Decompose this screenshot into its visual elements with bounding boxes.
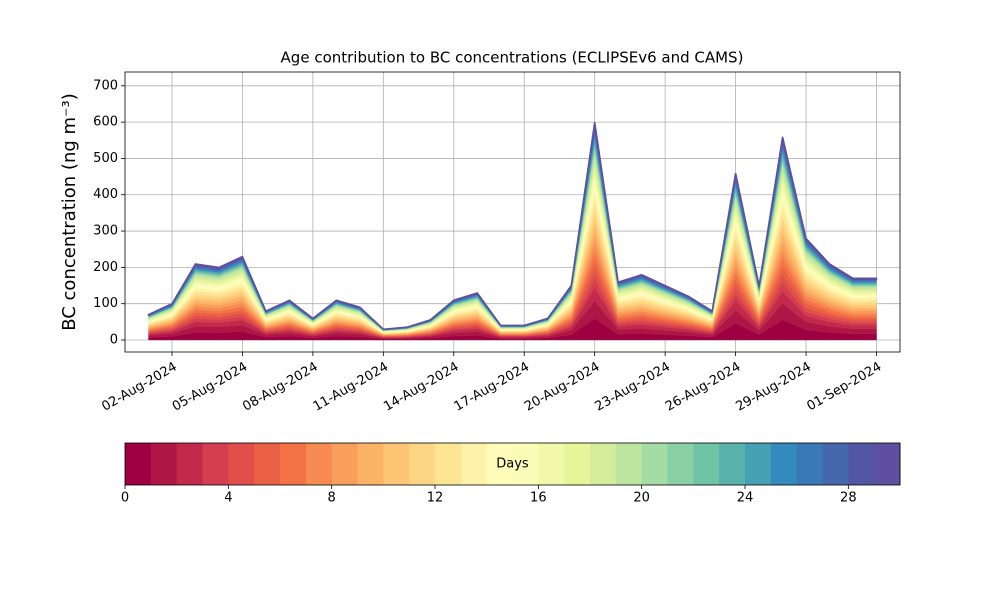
x-tick-label: 11-Aug-2024	[311, 360, 391, 415]
y-tick-label: 700	[93, 78, 118, 93]
x-tick-label: 02-Aug-2024	[99, 360, 179, 415]
x-tick-label: 08-Aug-2024	[240, 360, 320, 415]
y-tick-label: 400	[93, 187, 118, 202]
y-axis-label: BC concentration (ng m⁻³)	[59, 93, 80, 331]
colorbar-tick-label: 4	[224, 491, 232, 506]
colorbar-label: Days	[496, 457, 529, 472]
plot-frame	[124, 71, 901, 353]
colorbar-tick-label: 8	[328, 491, 336, 506]
y-tick-label: 600	[93, 115, 118, 130]
colorbar-swatch	[460, 443, 488, 485]
colorbar-swatch	[512, 443, 539, 485]
colorbar-tick-label: 12	[427, 491, 444, 506]
colorbar-swatch	[357, 443, 384, 485]
colorbar-frame	[124, 442, 901, 486]
colorbar-swatch	[150, 443, 178, 485]
colorbar-swatch	[486, 443, 513, 485]
colorbar-swatch	[228, 443, 255, 485]
colorbar-swatch	[848, 443, 875, 485]
colorbar-swatch	[770, 443, 798, 485]
y-tick-label: 100	[93, 296, 118, 311]
colorbar-swatch	[331, 443, 358, 485]
colorbar-swatch	[383, 443, 410, 485]
colorbar-swatch	[435, 443, 462, 485]
colorbar-swatch	[125, 443, 152, 485]
colorbar-swatch	[254, 443, 281, 485]
x-tick-label: 17-Aug-2024	[452, 360, 532, 415]
colorbar-swatch	[615, 443, 643, 485]
x-tick-label: 14-Aug-2024	[381, 360, 461, 415]
x-tick-label: 29-Aug-2024	[733, 360, 813, 415]
colorbar-tick-label: 0	[121, 491, 129, 506]
y-tick-label: 200	[93, 260, 118, 275]
colorbar-swatch	[202, 443, 229, 485]
colorbar-swatch	[590, 443, 617, 485]
x-tick-label: 26-Aug-2024	[663, 360, 743, 415]
colorbar-swatch	[564, 443, 591, 485]
x-tick-label: 01-Sep-2024	[804, 360, 884, 415]
x-tick-label: 20-Aug-2024	[522, 360, 602, 415]
colorbar-swatch	[693, 443, 720, 485]
chart-title: Age contribution to BC concentrations (E…	[281, 49, 744, 67]
y-tick-label: 300	[93, 224, 118, 239]
colorbar-swatch	[280, 443, 307, 485]
colorbar-tick-label: 24	[737, 491, 754, 506]
area-band	[147, 122, 878, 331]
colorbar-swatch	[822, 443, 849, 485]
colorbar-swatch	[874, 443, 901, 485]
colorbar-swatch	[538, 443, 565, 485]
y-tick-label: 500	[93, 151, 118, 166]
colorbar-swatch	[176, 443, 203, 485]
colorbar-swatch	[719, 443, 746, 485]
colorbar-tick-label: 28	[840, 491, 857, 506]
colorbar-tick-label: 16	[530, 491, 547, 506]
colorbar-swatch	[409, 443, 436, 485]
colorbar-swatch	[305, 443, 333, 485]
colorbar-swatch	[641, 443, 668, 485]
x-tick-label: 05-Aug-2024	[170, 360, 250, 415]
colorbar-swatch	[796, 443, 823, 485]
colorbar-swatch	[745, 443, 772, 485]
colorbar-tick-label: 20	[633, 491, 650, 506]
colorbar-swatch	[667, 443, 694, 485]
x-tick-label: 23-Aug-2024	[593, 360, 673, 415]
y-tick-label: 0	[110, 333, 118, 348]
